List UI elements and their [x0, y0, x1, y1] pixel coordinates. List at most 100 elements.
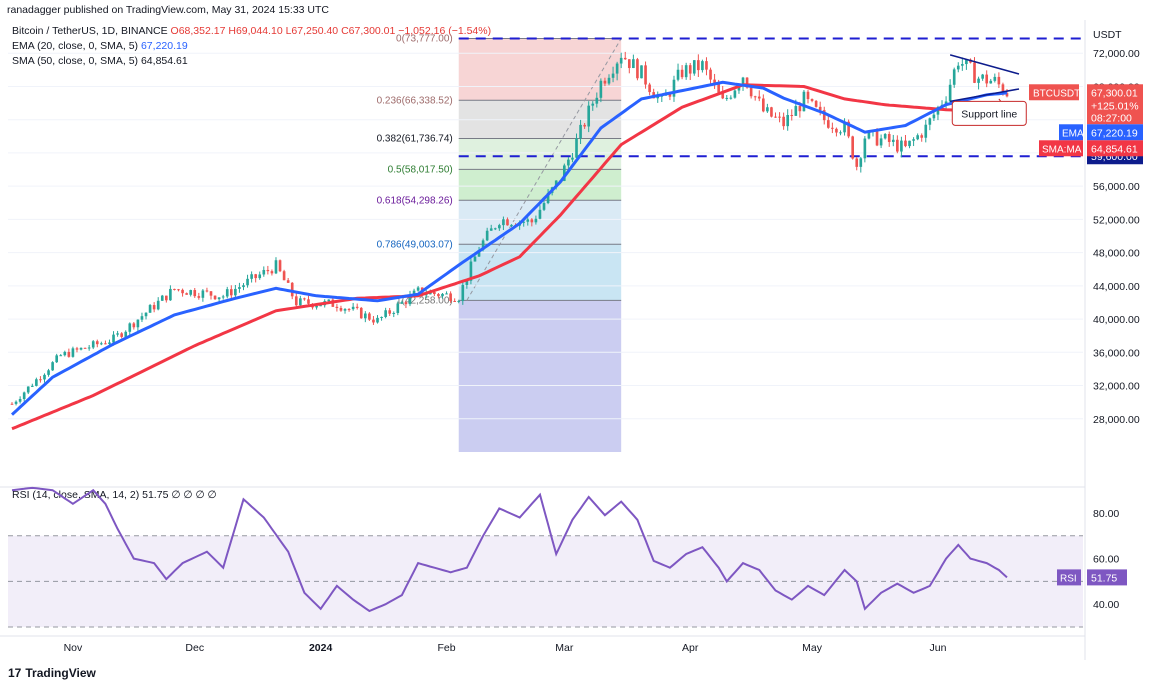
candle-body [506, 219, 509, 226]
candle-body [489, 228, 493, 231]
fib-trend-line [466, 38, 622, 301]
candle-body [242, 285, 245, 288]
candle-body [400, 302, 404, 304]
candle-body [599, 80, 603, 98]
candle-body [217, 297, 221, 300]
time-axis[interactable]: Nov Dec 2024 Feb Mar Apr May Jun [0, 635, 1085, 654]
price-axis[interactable]: USDT72,000.0068,000.0064,000.0060,000.00… [1029, 0, 1149, 660]
candle-body [112, 334, 115, 343]
candle-body [282, 271, 286, 281]
candle-body [526, 219, 530, 222]
ema-legend[interactable]: EMA (20, close, 0, SMA, 5) 67,220.19 [12, 40, 188, 52]
fibonacci-retracement[interactable]: 0(73,777.00) 0.236(66,338.52) 0.382(61,736… [377, 33, 622, 452]
candle-body [636, 59, 639, 79]
fib-level-label: 0.786(49,003.07) [377, 239, 453, 250]
candle-body [762, 98, 765, 112]
rsi-name-tag [1057, 569, 1081, 586]
candle-body [160, 295, 164, 301]
candle-body [843, 121, 846, 133]
candle-body [546, 192, 550, 204]
candle-body [457, 301, 461, 303]
candle-body [839, 132, 842, 134]
candle-body [485, 230, 489, 241]
candle-body [831, 127, 834, 129]
price-tick-label: 32,000.00 [1093, 381, 1140, 393]
candle-body [258, 274, 262, 279]
candle-body [826, 120, 830, 128]
candle-body [692, 60, 696, 74]
countdown-label: 08:27:00 [1091, 112, 1132, 124]
candle-body [924, 124, 928, 138]
candle-body [603, 80, 607, 84]
candle-body [965, 59, 968, 65]
candle-body [729, 97, 733, 99]
current-price-label: 67,300.01 [1091, 87, 1138, 99]
candle-body [961, 64, 964, 66]
candle-body [835, 128, 838, 133]
candle-body [595, 97, 599, 104]
candle-body [156, 300, 160, 310]
candle-body [863, 138, 867, 159]
candle-body [883, 134, 887, 139]
candle-body [632, 59, 635, 69]
price-tick-label: 72,000.00 [1093, 48, 1140, 60]
candle-body [672, 79, 676, 97]
time-tick-label: Dec [185, 642, 204, 654]
candle-body [384, 310, 387, 317]
candle-body [59, 355, 63, 357]
candle-body [774, 116, 777, 118]
ema-name-label: EMA [1062, 128, 1084, 139]
rsi-panel[interactable]: 80.00 60.00 40.00 RSI (14, close, SMA, 14, … [0, 486, 1127, 628]
candle-body [95, 341, 99, 345]
price-tick-label: 36,000.00 [1093, 347, 1140, 359]
candle-body [327, 299, 331, 302]
tradingview-logo[interactable]: 17 TradingView [8, 666, 96, 680]
candle-body [71, 348, 75, 357]
time-tick-label: Feb [438, 642, 456, 654]
candle-body [814, 100, 818, 107]
sma-legend[interactable]: SMA (50, close, 0, SMA, 5) 64,854.61 [12, 55, 188, 67]
candle-body [213, 295, 217, 300]
candle-body [67, 351, 71, 357]
candle-body [128, 323, 132, 332]
candle-body [757, 96, 761, 99]
candle-body [538, 209, 542, 219]
candle-body [193, 290, 197, 297]
candle-body [290, 282, 294, 297]
candle-body [221, 296, 225, 298]
candle-body [997, 76, 1001, 85]
candle-body [238, 287, 241, 289]
candle-body [286, 280, 290, 283]
candle-body [177, 289, 180, 291]
candle-body [896, 139, 899, 152]
candle-body [786, 115, 790, 127]
candle-body [315, 305, 318, 308]
candle-body [575, 138, 578, 158]
candle-body [39, 379, 42, 381]
candle-body [412, 290, 416, 295]
candle-body [185, 293, 188, 295]
horizontal-levels[interactable] [458, 37, 1083, 158]
candle-body [721, 92, 725, 99]
candle-body [522, 221, 526, 223]
time-tick-label: May [802, 642, 823, 654]
candle-body [14, 401, 18, 404]
candle-body [148, 305, 152, 313]
candle-body [932, 114, 936, 119]
candle-body [100, 343, 103, 345]
candle-body [132, 323, 136, 328]
candle-body [900, 140, 903, 152]
candle-body [956, 65, 960, 70]
sma-name-label: SMA:MA [1042, 144, 1082, 155]
candle-body [571, 157, 574, 160]
candle-body [445, 293, 448, 295]
fib-level-label: 0.618(54,298.26) [377, 195, 453, 206]
rsi-tick-label: 40.00 [1093, 599, 1119, 611]
candle-body [782, 116, 785, 127]
candle-body [493, 228, 497, 230]
triangle-pattern[interactable]: Support line [949, 54, 1027, 126]
candle-body [437, 294, 440, 297]
ema-legend-label: EMA (20, close, 0, SMA, 5) [12, 40, 139, 52]
price-tick-label: 28,000.00 [1093, 414, 1140, 426]
